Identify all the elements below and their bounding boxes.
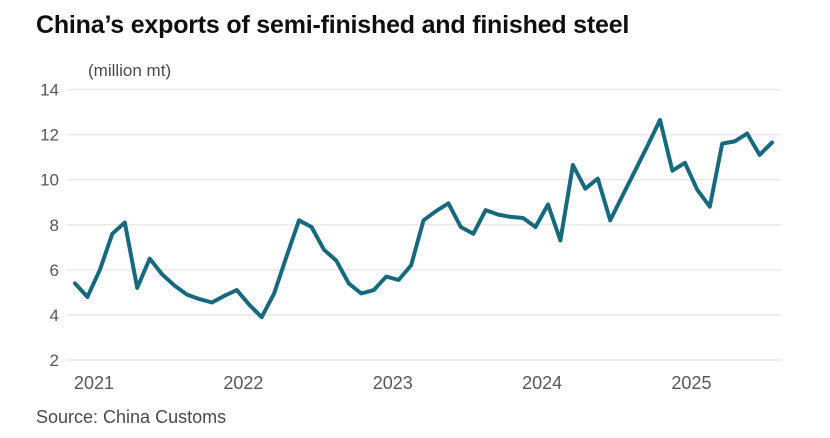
x-axis-label-2023: 2023 <box>373 373 413 393</box>
x-axis-label-2024: 2024 <box>522 373 562 393</box>
y-axis-label-10: 10 <box>40 171 59 190</box>
source-note: Source: China Customs <box>36 407 227 427</box>
x-axis-label-2021: 2021 <box>74 373 114 393</box>
y-axis-label-4: 4 <box>50 306 59 325</box>
y-axis-label-8: 8 <box>50 216 59 235</box>
x-axis-label-2025: 2025 <box>671 373 711 393</box>
y-axis-unit-label: (million mt) <box>88 61 172 80</box>
chart-title: China’s exports of semi-finished and fin… <box>36 11 630 39</box>
y-axis-label-2: 2 <box>50 351 59 370</box>
y-axis-label-6: 6 <box>50 261 59 280</box>
y-axis-label-14: 14 <box>40 81 59 100</box>
y-axis-label-12: 12 <box>40 126 59 145</box>
x-axis-label-2022: 2022 <box>223 373 263 393</box>
steel-exports-series-line <box>73 117 774 320</box>
